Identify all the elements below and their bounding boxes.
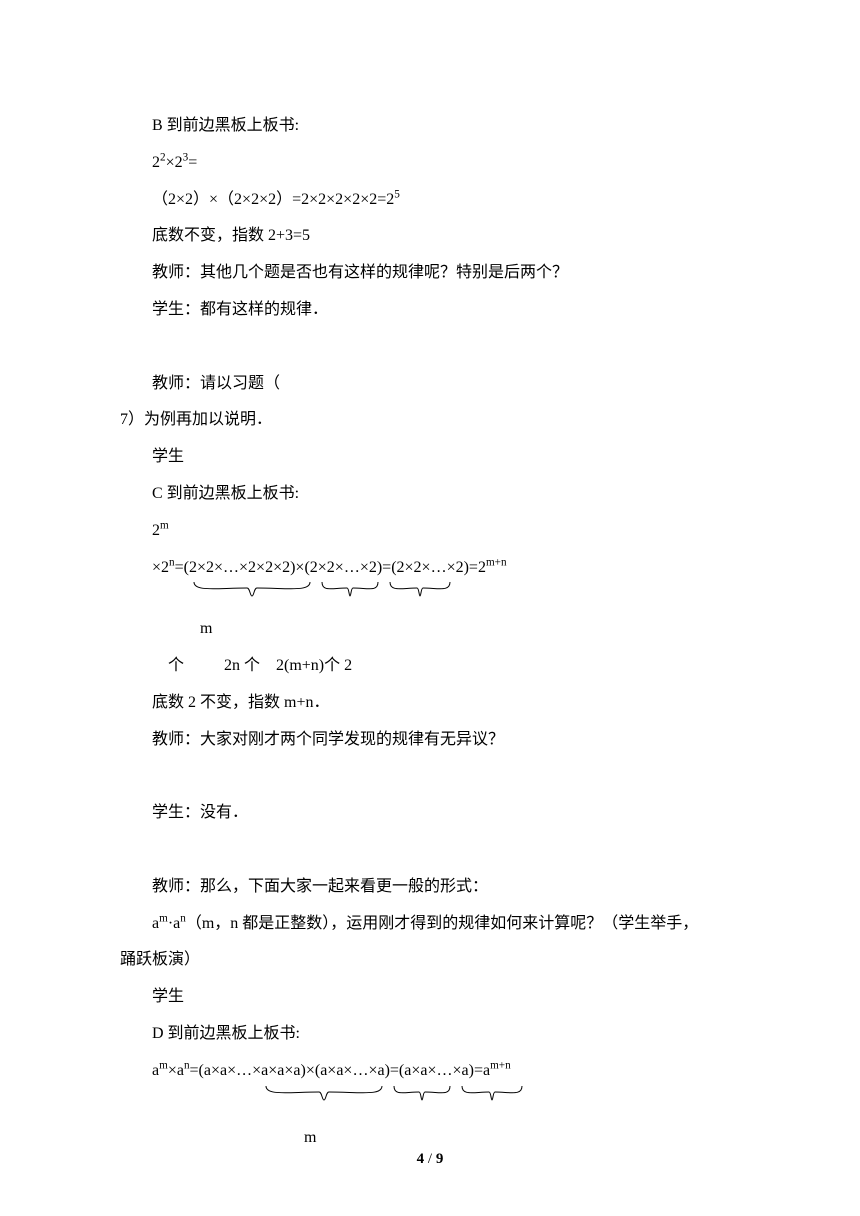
text-line: （2×2）×（2×2×2）=2×2×2×2×2=25 xyxy=(120,182,740,219)
expr: （m，n 都是正整数），运用刚才得到的规律如何来计算呢？（学生举手， xyxy=(186,915,698,932)
expr: = xyxy=(188,154,197,171)
text-line: 底数不变，指数 2+3=5 xyxy=(120,218,740,255)
text-line: 22×23= xyxy=(120,145,740,182)
sup: m xyxy=(159,1059,168,1071)
text-line: B 到前边黑板上板书: xyxy=(120,108,740,145)
text-line: am·an（m，n 都是正整数），运用刚才得到的规律如何来计算呢？（学生举手， xyxy=(120,906,740,943)
text-line: D 到前边黑板上板书: xyxy=(120,1016,740,1053)
sup: m+n xyxy=(490,1059,511,1071)
page-footer: 4 / 9 xyxy=(0,1142,860,1177)
text-line: 踊跃板演） xyxy=(120,942,740,979)
blank-line xyxy=(120,832,740,869)
text-line: 教师：大家对刚才两个同学发现的规律有无异议？ xyxy=(120,722,740,759)
text-line: 教师：请以习题（ xyxy=(120,366,740,403)
page-content: B 到前边黑板上板书: 22×23= （2×2）×（2×2×2）=2×2×2×2… xyxy=(120,108,740,1157)
expr: ·a xyxy=(168,915,180,932)
text-line: 教师：其他几个题是否也有这样的规律呢？特别是后两个？ xyxy=(120,255,740,292)
expr: 2 xyxy=(152,522,160,539)
text-line: C 到前边黑板上板书: xyxy=(120,476,740,513)
page-total: 9 xyxy=(436,1151,444,1167)
text-line: 学生：没有． xyxy=(120,795,740,832)
text-line: 学生 xyxy=(120,439,740,476)
expr: ×a xyxy=(168,1062,184,1079)
expr: ×2 xyxy=(166,154,183,171)
text-line: 学生 xyxy=(120,979,740,1016)
text-line: 7）为例再加以说明． xyxy=(120,402,740,439)
expr: =(2×2×…×2×2×2)×(2×2×…×2)=(2×2×…×2)=2 xyxy=(175,559,486,576)
expr: =(a×a×…×a×a×a)×(a×a×…×a)=(a×a×…×a)=a xyxy=(190,1062,491,1079)
blank-line xyxy=(120,329,740,366)
expr: （2×2）×（2×2×2）=2×2×2×2×2=2 xyxy=(152,191,394,208)
brace-icon xyxy=(264,1084,524,1106)
text-line: 教师：那么，下面大家一起来看更一般的形式： xyxy=(120,869,740,906)
sup: m+n xyxy=(486,556,507,568)
text-line: 2m xyxy=(120,513,740,550)
blank-line xyxy=(120,758,740,795)
text-line: 底数 2 不变，指数 m+n． xyxy=(120,685,740,722)
brace-label: 个 2n 个 2(m+n)个 2 xyxy=(120,648,740,685)
sup: 5 xyxy=(394,188,400,200)
brace-icon xyxy=(192,580,452,602)
sup: m xyxy=(160,519,169,531)
expr: ×2 xyxy=(152,559,169,576)
page-sep: / xyxy=(424,1151,436,1167)
sup: m xyxy=(159,912,168,924)
expr: 2 xyxy=(152,154,160,171)
text-line: 学生：都有这样的规律． xyxy=(120,292,740,329)
